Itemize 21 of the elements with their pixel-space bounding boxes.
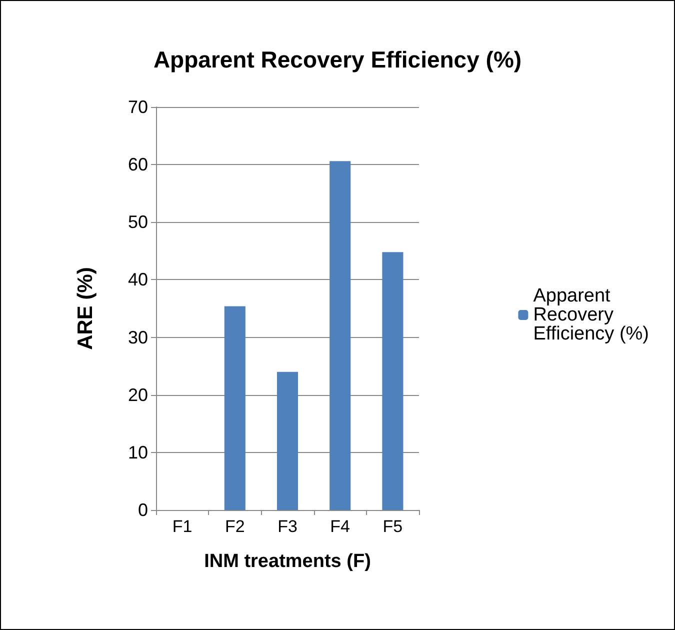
y-tick-label: 70: [128, 97, 148, 117]
x-tick-label: F5: [382, 517, 403, 536]
y-tick-label: 30: [128, 327, 148, 348]
y-tick-label: 50: [128, 212, 148, 232]
x-tick-label: F1: [172, 517, 192, 536]
x-tick-label: F3: [278, 517, 298, 536]
y-tick-label: 10: [128, 442, 148, 462]
bar: [330, 161, 351, 510]
y-tick-label: 60: [128, 154, 148, 175]
bar: [276, 372, 298, 510]
chart-title: Apparent Recovery Efficiency (%): [153, 46, 522, 72]
bar: [382, 252, 404, 510]
x-axis-title: INM treatments (F): [204, 551, 371, 572]
x-tick-label: F2: [224, 517, 245, 536]
y-axis-title: ARE (%): [74, 267, 97, 350]
bar: [224, 306, 246, 510]
y-tick-label: 0: [138, 500, 148, 520]
y-tick-label: 20: [128, 384, 148, 405]
x-tick-label: F4: [330, 517, 350, 536]
legend-label: Apparent Recovery Efficiency (%): [533, 286, 650, 344]
y-tick-label: 40: [128, 270, 148, 290]
